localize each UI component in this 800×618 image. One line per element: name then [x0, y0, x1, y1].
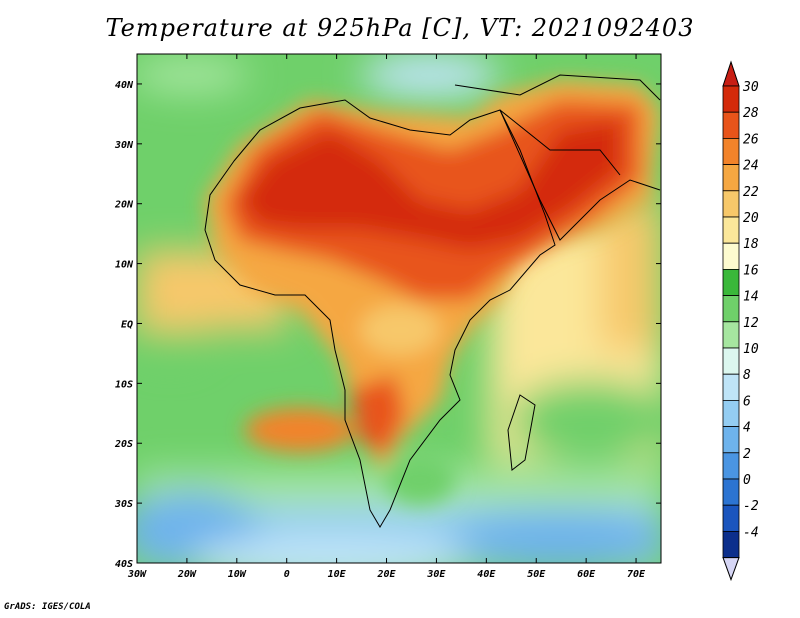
colorbar-label: -4: [743, 525, 759, 540]
colorbar-box: [722, 452, 740, 480]
axis-ticks: 30W 20W 10W 0 10E 20E 30E 40E 50E 60E 70E 40N 30N 20N…: [114, 54, 661, 580]
lon-tick-label: 50E: [527, 569, 546, 580]
colorbar-label: 8: [743, 368, 751, 383]
colorbar-label: 28: [743, 106, 759, 121]
lon-tick-label: 30E: [426, 569, 446, 580]
lon-tick-label: 10E: [328, 569, 347, 580]
colorbar-box: [722, 216, 740, 244]
colorbar-label: 4: [743, 421, 751, 436]
colorbar-label: 14: [743, 290, 759, 305]
lon-tick-label: 20E: [376, 569, 396, 580]
plot-frame: [136, 53, 662, 564]
colorbar-box: [722, 478, 740, 506]
colorbar-box: [722, 137, 740, 165]
colorbar-label: 18: [743, 237, 759, 252]
colorbar-bottom-arrow: [722, 557, 740, 582]
software-credit: GrADS: IGES/COLA: [4, 602, 91, 612]
colorbar-box: [722, 399, 740, 427]
colorbar-box: [722, 347, 740, 375]
lat-tick-label: 20N: [114, 200, 134, 211]
colorbar-label: 10: [743, 342, 759, 357]
colorbar-box: [722, 504, 740, 532]
colorbar-label: 16: [743, 263, 759, 278]
lat-tick-label: 40N: [115, 80, 134, 91]
temperature-field: [137, 54, 661, 563]
colorbar-box: [722, 268, 740, 296]
colorbar-box: [722, 426, 740, 454]
colorbar-box: [722, 85, 740, 113]
colorbar-label: 12: [743, 316, 759, 331]
lon-tick-label: 70E: [627, 569, 646, 580]
lat-tick-label: 10N: [115, 260, 134, 271]
colorbar-label: 0: [743, 473, 751, 488]
colorbar-box: [722, 531, 740, 559]
colorbar-label: 6: [743, 394, 751, 409]
colorbar-box: [722, 190, 740, 218]
colorbar-label: -2: [743, 499, 759, 514]
colorbar-box: [722, 295, 740, 323]
colorbar-label: 20: [743, 211, 759, 226]
lat-tick-label: EQ: [121, 319, 133, 330]
lon-tick-label: 20W: [177, 569, 197, 580]
lat-tick-label: 30S: [114, 499, 133, 510]
colorbar-box: [722, 321, 740, 349]
colorbar-label: 24: [743, 159, 759, 174]
lon-tick-label: 0: [284, 569, 290, 580]
lon-tick-label: 10W: [228, 569, 247, 580]
lon-tick-label: 60E: [577, 569, 596, 580]
colorbar-label: 30: [742, 80, 759, 95]
lat-tick-label: 40S: [115, 559, 133, 570]
colorbar-top-arrow: [722, 60, 740, 87]
colorbar-box: [722, 111, 740, 139]
colorbar-box: [722, 373, 740, 401]
colorbar-box: [722, 164, 740, 192]
lat-tick-label: 10S: [115, 379, 133, 390]
lat-tick-label: 30N: [114, 140, 134, 151]
colorbar-label: 2: [743, 447, 751, 462]
colorbar-box: [722, 242, 740, 270]
coastlines: [204, 74, 661, 528]
lat-tick-label: 20S: [114, 439, 133, 450]
map-title: Temperature at 925hPa [C], VT: 202109240…: [105, 14, 695, 42]
lon-tick-label: 30W: [127, 569, 147, 580]
colorbar-label: 26: [743, 132, 759, 147]
colorbar-label: 22: [743, 185, 759, 200]
lon-tick-label: 40E: [477, 569, 496, 580]
